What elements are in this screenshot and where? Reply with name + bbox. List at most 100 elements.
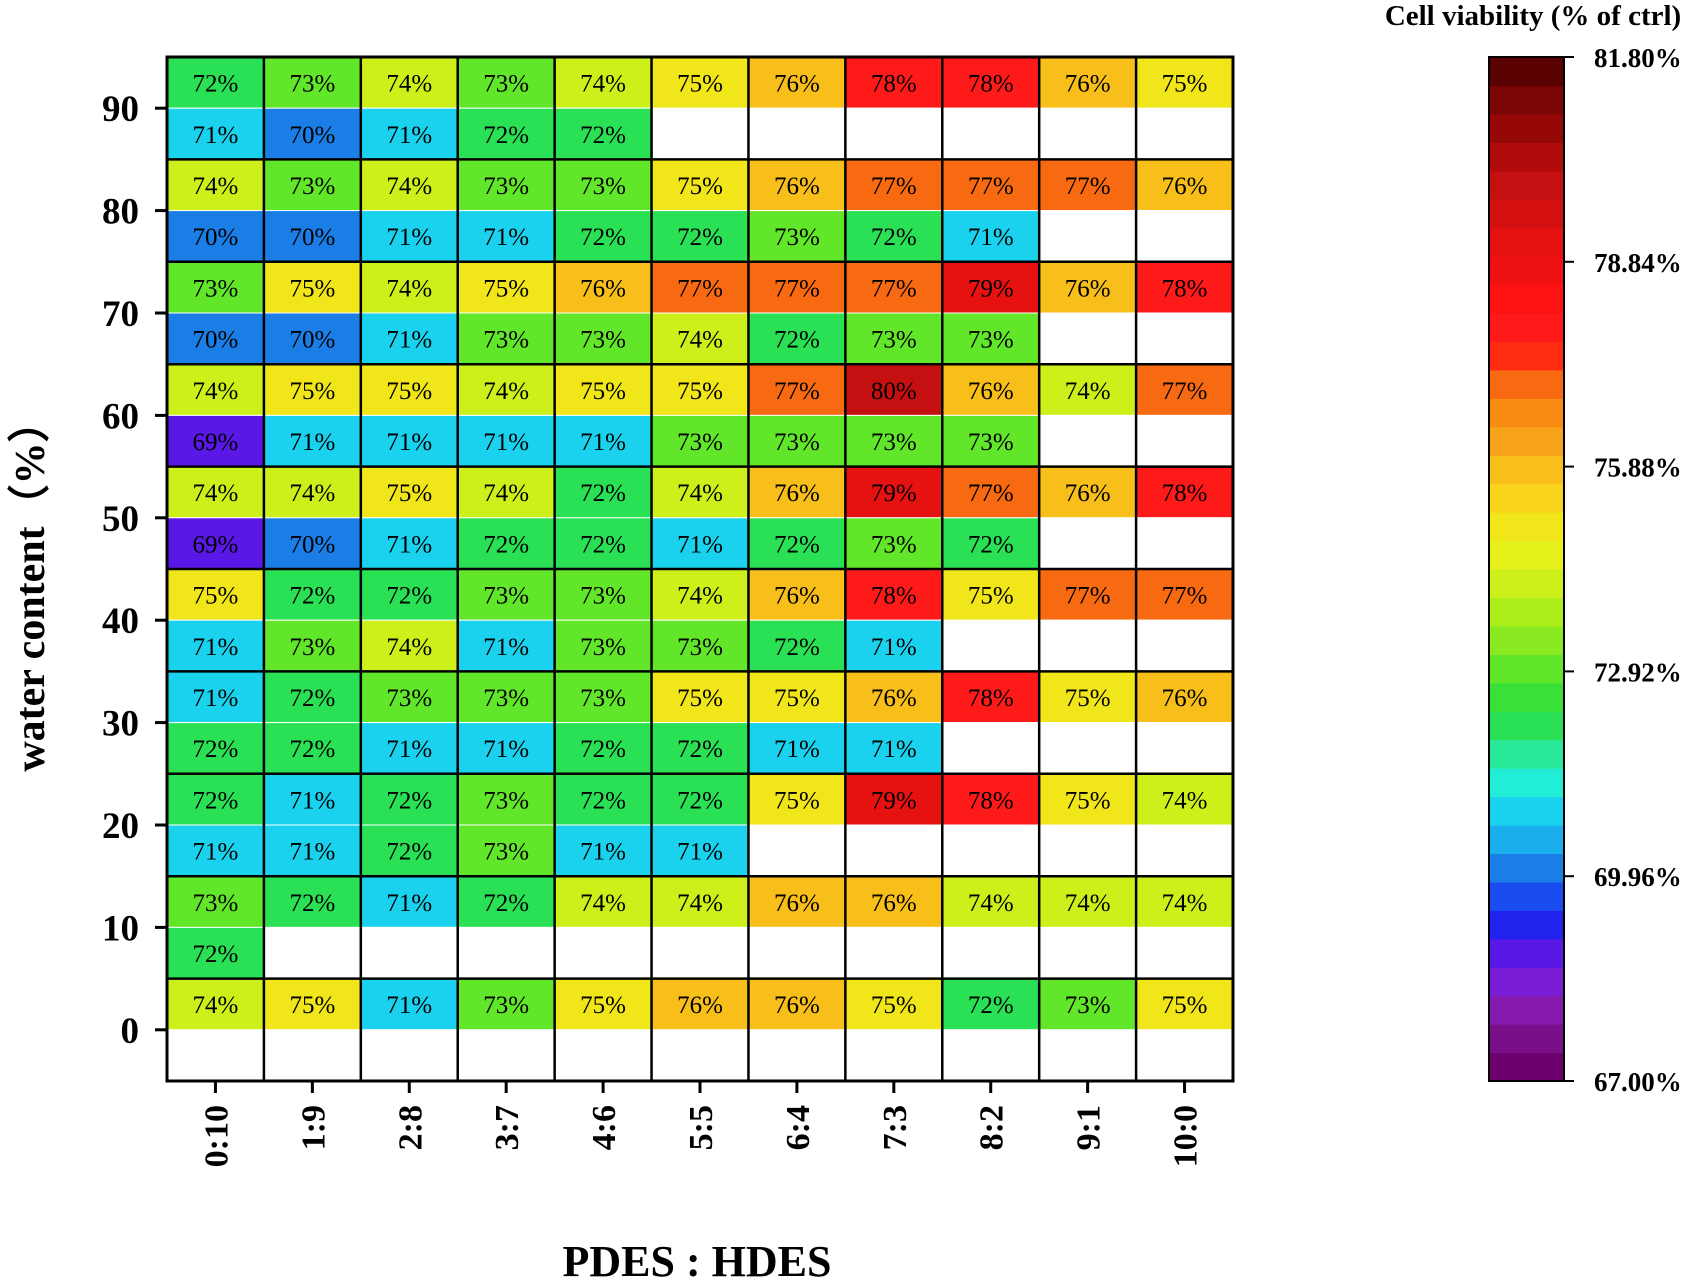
cell-label: 74% — [386, 634, 432, 661]
cell-label: 72% — [677, 736, 723, 763]
heatmap-cell: 77% — [747, 261, 846, 314]
cell-rect — [651, 926, 749, 980]
heatmap-cell: 76% — [747, 875, 846, 928]
heatmap-cell: 73% — [1038, 978, 1137, 1031]
heatmap-cell: 75% — [1038, 773, 1137, 826]
heatmap-cell: 72% — [651, 210, 749, 263]
colorbar-segment — [1489, 455, 1564, 485]
heatmap-cell — [1135, 926, 1234, 980]
cell-label: 73% — [483, 173, 529, 200]
cell-label: 72% — [289, 685, 335, 712]
heatmap-cell: 73% — [747, 414, 846, 468]
heatmap-cell: 72% — [554, 517, 653, 570]
heatmap-cell: 71% — [941, 210, 1040, 263]
cell-rect — [1038, 312, 1137, 365]
heatmap-cell: 72% — [263, 670, 362, 724]
cell-label: 74% — [580, 890, 626, 917]
heatmap-cell: 72% — [651, 773, 749, 826]
colorbar-segment — [1489, 796, 1564, 826]
colorbar-segment — [1489, 967, 1564, 997]
heatmap-cell: 78% — [844, 568, 943, 621]
heatmap-cell: 76% — [747, 56, 846, 109]
colorbar-segment — [1489, 284, 1564, 314]
colorbar-segment — [1489, 426, 1564, 456]
cell-rect — [651, 824, 749, 877]
cell-label: 73% — [483, 685, 529, 712]
cell-rect — [1135, 414, 1234, 468]
cell-rect — [1135, 1029, 1234, 1082]
x-axis: 0:10 1:9 2:8 3:7 4:6 5:5 6:4 7:3 8:2 9:1 10:0 — [198, 1081, 1205, 1167]
cell-rect — [651, 1029, 749, 1082]
cell-label: 74% — [677, 583, 723, 610]
cell-label: 74% — [1162, 787, 1208, 814]
heatmap-cell — [651, 926, 749, 980]
cell-rect — [941, 1029, 1040, 1082]
heatmap-cell: 71% — [554, 414, 653, 468]
heatmap-cell: 75% — [1135, 978, 1234, 1031]
cell-rect — [747, 824, 846, 877]
cell-label: 72% — [386, 583, 432, 610]
heatmap-cell — [1038, 107, 1137, 160]
heatmap-cell — [747, 1029, 846, 1082]
heatmap-cell: 73% — [554, 670, 653, 724]
cell-rect — [651, 107, 749, 160]
colorbar-segment — [1489, 341, 1564, 371]
heatmap-cell: 74% — [166, 978, 265, 1031]
cell-rect — [1038, 926, 1137, 980]
heatmap-cell: 73% — [457, 978, 556, 1031]
heatmap-cell: 72% — [263, 722, 362, 775]
cell-label: 72% — [193, 787, 239, 814]
cell-rect — [747, 926, 846, 980]
heatmap-cell: 78% — [844, 56, 943, 109]
cell-label: 72% — [386, 839, 432, 866]
y-tick-label: 80 — [102, 192, 139, 233]
cell-label: 80% — [871, 378, 917, 405]
cell-label: 71% — [483, 429, 529, 456]
cell-label: 72% — [677, 224, 723, 251]
heatmap-cell: 70% — [166, 312, 265, 365]
cell-rect — [263, 619, 362, 672]
cell-rect — [360, 363, 459, 416]
heatmap-cell: 74% — [651, 466, 749, 519]
heatmap-cell: 74% — [554, 56, 653, 109]
cell-label: 71% — [580, 429, 626, 456]
heatmap-cell: 72% — [651, 722, 749, 775]
heatmap-cell: 72% — [941, 517, 1040, 570]
cell-label: 77% — [774, 378, 820, 405]
heatmap-cell: 77% — [651, 261, 749, 314]
y-tick-label: 60 — [102, 396, 139, 437]
heatmap-cell — [554, 1029, 653, 1082]
heatmap-cell — [941, 107, 1040, 160]
colorbar-segment — [1489, 825, 1564, 855]
cell-rect — [1038, 414, 1137, 468]
heatmap-cell: 76% — [844, 875, 943, 928]
heatmap-cell — [844, 107, 943, 160]
heatmap-cell: 71% — [457, 210, 556, 263]
cell-label: 72% — [289, 736, 335, 763]
heatmap-cell — [844, 1029, 943, 1082]
cell-label: 76% — [1162, 685, 1208, 712]
heatmap-cell: 69% — [166, 517, 265, 570]
colorbar-segment — [1489, 369, 1564, 399]
cell-rect — [1135, 363, 1234, 416]
cell-rect — [651, 56, 749, 109]
cell-label: 76% — [1065, 480, 1111, 507]
heatmap-cell: 72% — [747, 312, 846, 365]
colorbar-segment — [1489, 853, 1564, 883]
cell-label: 73% — [289, 173, 335, 200]
cell-rect — [166, 107, 265, 160]
heatmap-cell: 71% — [360, 312, 459, 365]
heatmap-cell — [263, 926, 362, 980]
cell-label: 76% — [1162, 173, 1208, 200]
cell-rect — [1038, 466, 1137, 519]
cell-label: 71% — [386, 992, 432, 1019]
heatmap-cell: 74% — [166, 158, 265, 212]
cell-label: 72% — [580, 787, 626, 814]
cell-label: 74% — [1162, 890, 1208, 917]
heatmap-cell: 70% — [263, 107, 362, 160]
heatmap-cell: 71% — [360, 414, 459, 468]
heatmap-cell: 75% — [1135, 56, 1234, 109]
cell-rect — [166, 56, 265, 109]
cell-label: 75% — [289, 378, 335, 405]
heatmap-cell — [457, 1029, 556, 1082]
